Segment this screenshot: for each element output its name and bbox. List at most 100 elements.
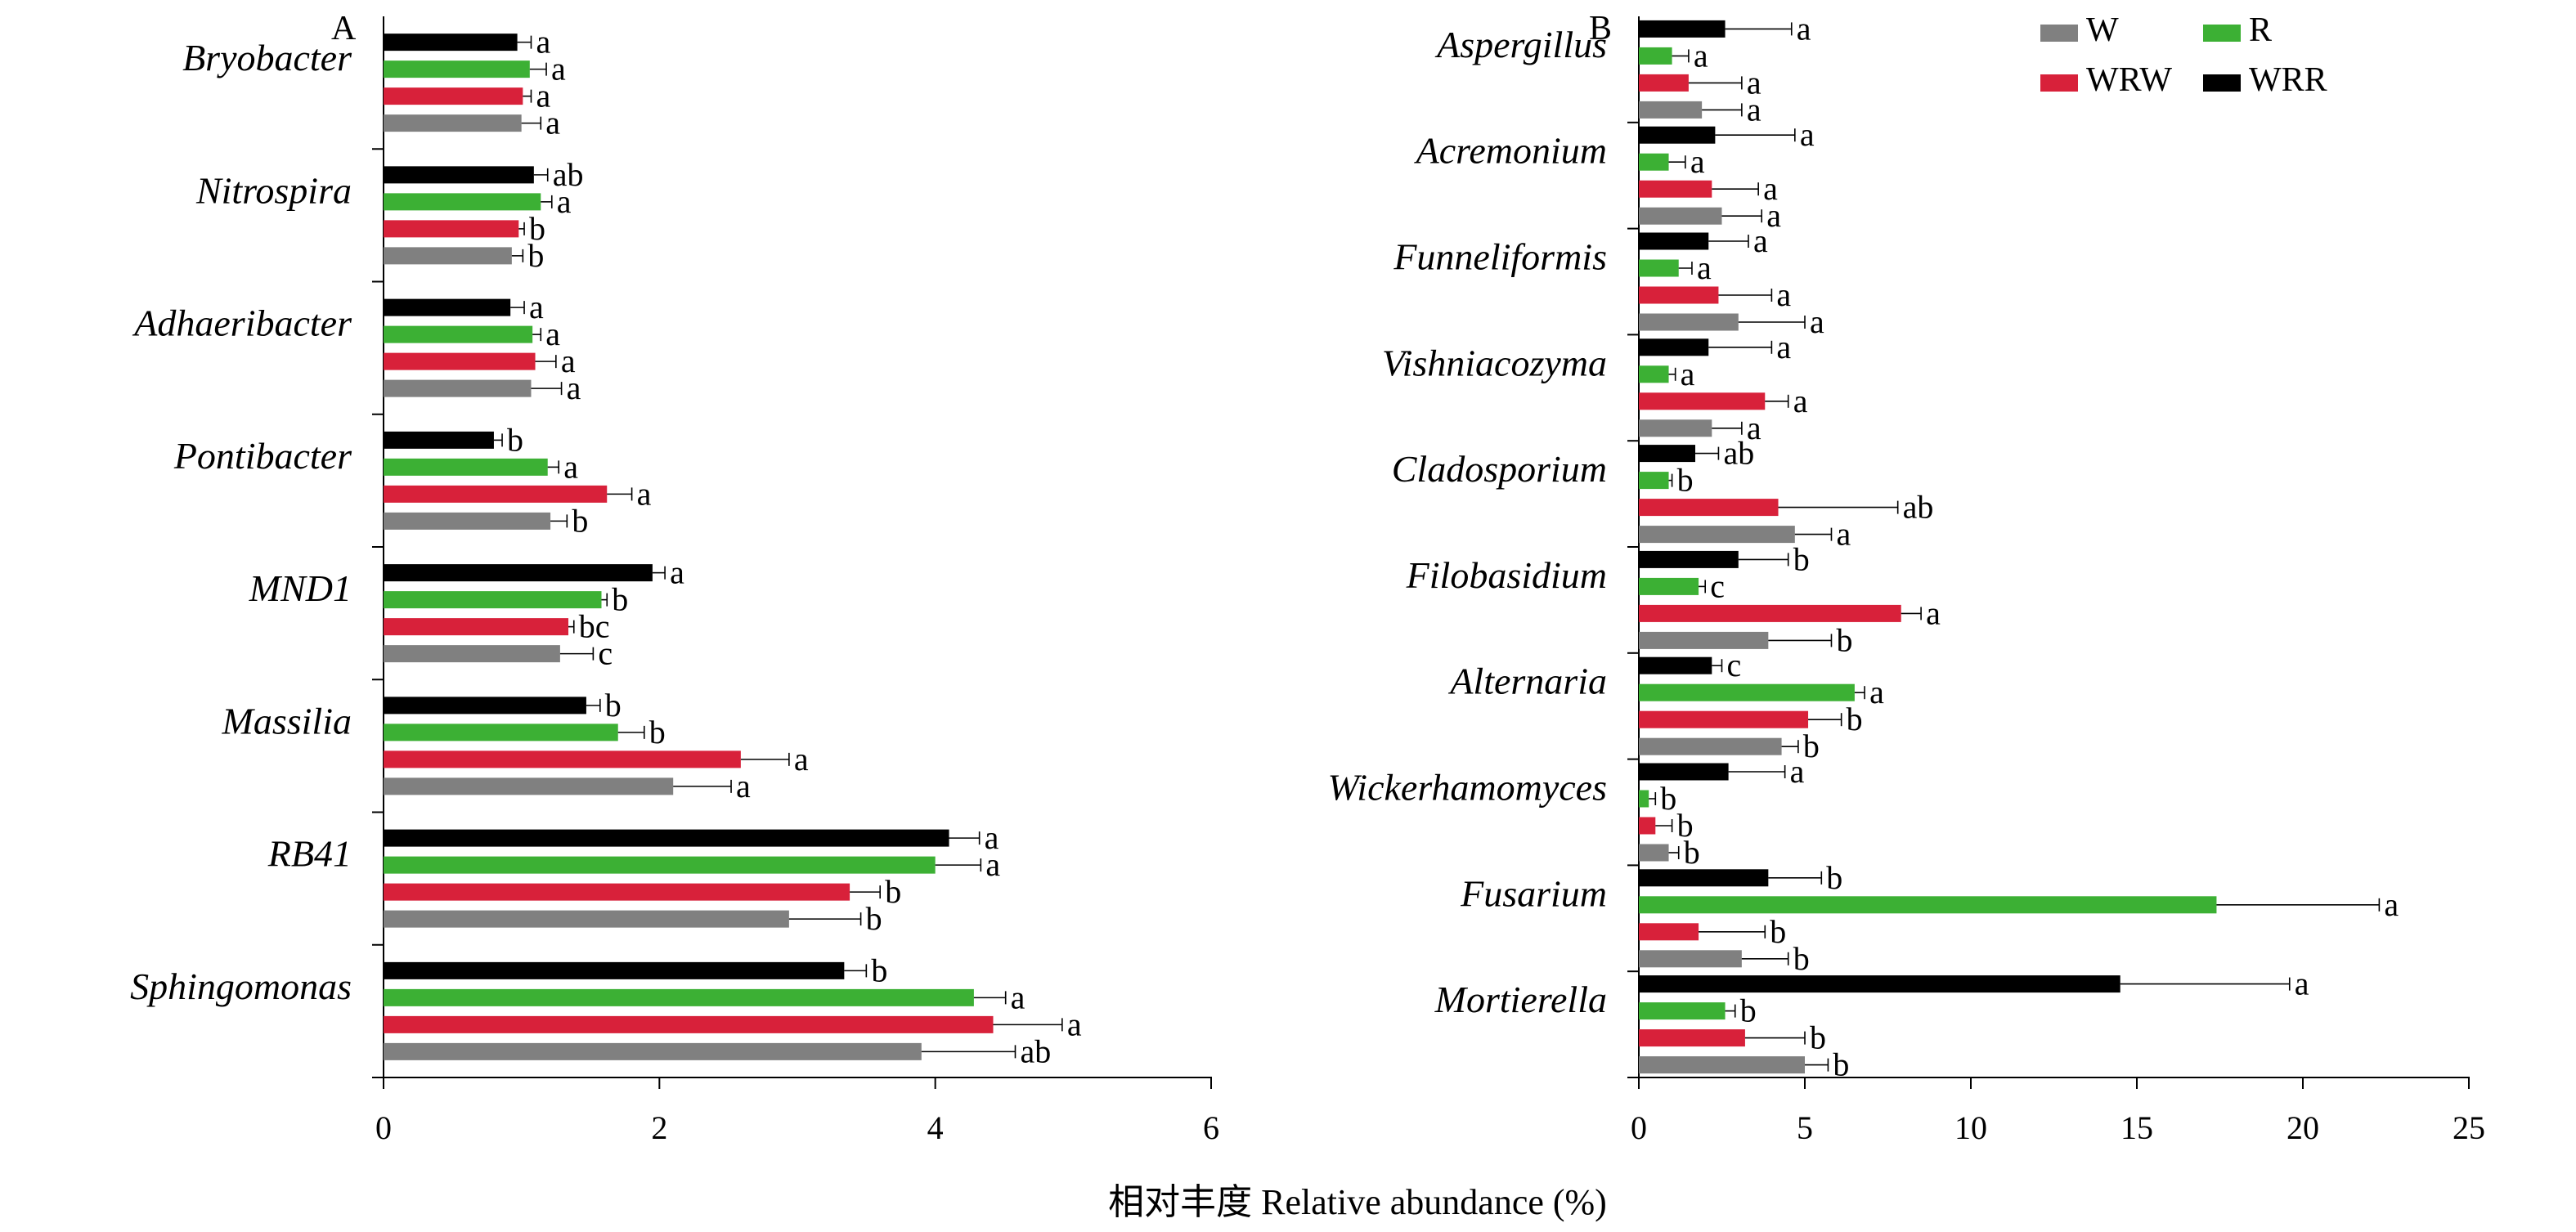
bar-w xyxy=(384,379,532,397)
bar-r xyxy=(1639,472,1669,490)
category-label: Filobasidium xyxy=(1406,554,1607,596)
significance-label: a xyxy=(1694,37,1708,74)
legend-label-wrw: WRW xyxy=(2086,61,2172,99)
bar-wrw xyxy=(1639,923,1699,941)
significance-label: ab xyxy=(1723,435,1754,472)
legend-swatch-w xyxy=(2040,25,2078,42)
significance-label: c xyxy=(598,635,613,672)
category-label: Sphingomonas xyxy=(130,965,352,1007)
x-tick-label: 4 xyxy=(927,1109,944,1146)
panel-label-a: A xyxy=(331,10,357,47)
legend-label-w: W xyxy=(2086,11,2119,49)
bar-wrr xyxy=(1639,869,1769,887)
bar-r xyxy=(384,60,530,78)
bar-wrr xyxy=(384,564,653,582)
bar-w xyxy=(384,777,674,795)
bar-wrr xyxy=(384,697,586,715)
bar-wrw xyxy=(1639,817,1656,835)
significance-label: a xyxy=(736,768,751,804)
bar-w xyxy=(384,910,789,928)
bar-wrw xyxy=(384,883,850,901)
bar-w xyxy=(1639,737,1782,755)
bar-wrw xyxy=(384,352,536,370)
bar-w xyxy=(1639,207,1722,225)
x-tick-label: 5 xyxy=(1797,1109,1813,1146)
significance-label: b xyxy=(1836,621,1852,658)
category-label: Mortierella xyxy=(1434,979,1607,1020)
bar-wrr xyxy=(384,829,949,847)
significance-label: a xyxy=(551,51,566,87)
significance-label: ab xyxy=(553,156,584,193)
bar-wrr xyxy=(384,34,518,52)
category-label: Pontibacter xyxy=(173,435,352,477)
legend-swatch-r xyxy=(2203,25,2241,42)
category-label: Funneliformis xyxy=(1393,236,1607,278)
bar-r xyxy=(384,856,936,874)
category-label: Acremonium xyxy=(1414,130,1607,172)
legend-label-wrr: WRR xyxy=(2249,61,2327,99)
bar-r xyxy=(1639,153,1669,171)
significance-label: b xyxy=(1677,807,1694,844)
x-tick-label: 0 xyxy=(375,1109,392,1146)
significance-label: b xyxy=(1793,540,1810,577)
significance-label: c xyxy=(1727,647,1742,683)
significance-label: b xyxy=(1833,1046,1849,1083)
bar-wrr xyxy=(1639,656,1712,674)
bar-r xyxy=(1639,1002,1726,1020)
significance-label: a xyxy=(1810,303,1824,340)
significance-label: a xyxy=(2295,965,2309,1002)
bar-w xyxy=(1639,526,1795,544)
significance-label: a xyxy=(1747,410,1761,446)
bar-r xyxy=(384,325,533,343)
bar-wrw xyxy=(384,618,569,636)
significance-label: ab xyxy=(1020,1033,1051,1069)
significance-label: a xyxy=(794,741,809,777)
bar-wrr xyxy=(384,298,511,316)
significance-label: a xyxy=(1790,753,1805,790)
significance-label: a xyxy=(1776,276,1791,313)
bar-w xyxy=(1639,631,1769,649)
bar-r xyxy=(1639,365,1669,383)
bar-wrw xyxy=(384,750,741,768)
bar-wrr xyxy=(1639,445,1696,463)
bar-r xyxy=(1639,790,1649,808)
significance-label: b xyxy=(1684,834,1700,871)
significance-label: b xyxy=(885,873,901,910)
significance-label: b xyxy=(572,502,588,539)
significance-label: a xyxy=(545,316,560,352)
significance-label: a xyxy=(1763,170,1778,207)
bar-wrw xyxy=(1639,286,1719,304)
significance-label: b xyxy=(507,421,523,458)
legend-swatch-wrr xyxy=(2203,74,2241,92)
significance-label: b xyxy=(612,581,628,618)
significance-label: a xyxy=(1067,1006,1082,1042)
significance-label: a xyxy=(529,289,544,325)
significance-label: a xyxy=(1697,249,1712,286)
bar-wrr xyxy=(1639,338,1709,356)
bar-w xyxy=(384,645,560,663)
significance-label: a xyxy=(1797,10,1811,47)
x-tick-label: 10 xyxy=(1954,1109,1987,1146)
significance-label: bc xyxy=(579,608,610,645)
panel-label-b: B xyxy=(1589,10,1612,47)
category-label: Wickerhamomyces xyxy=(1328,767,1607,809)
bar-wrr xyxy=(384,431,494,449)
significance-label: ab xyxy=(1903,489,1934,526)
bar-w xyxy=(384,114,522,132)
category-label: Fusarium xyxy=(1460,872,1607,914)
category-label: Massilia xyxy=(222,700,352,741)
bar-wrr xyxy=(1639,763,1729,781)
bar-w xyxy=(1639,1056,1805,1074)
significance-label: a xyxy=(1776,329,1791,365)
category-label: Cladosporium xyxy=(1392,448,1607,490)
bar-wrw xyxy=(384,220,519,238)
significance-label: b xyxy=(1793,940,1810,977)
bar-wrr xyxy=(1639,975,2120,993)
bar-w xyxy=(1639,101,1703,119)
x-tick-label: 20 xyxy=(2287,1109,2319,1146)
legend-label-r: R xyxy=(2249,11,2272,49)
significance-label: a xyxy=(670,554,684,591)
